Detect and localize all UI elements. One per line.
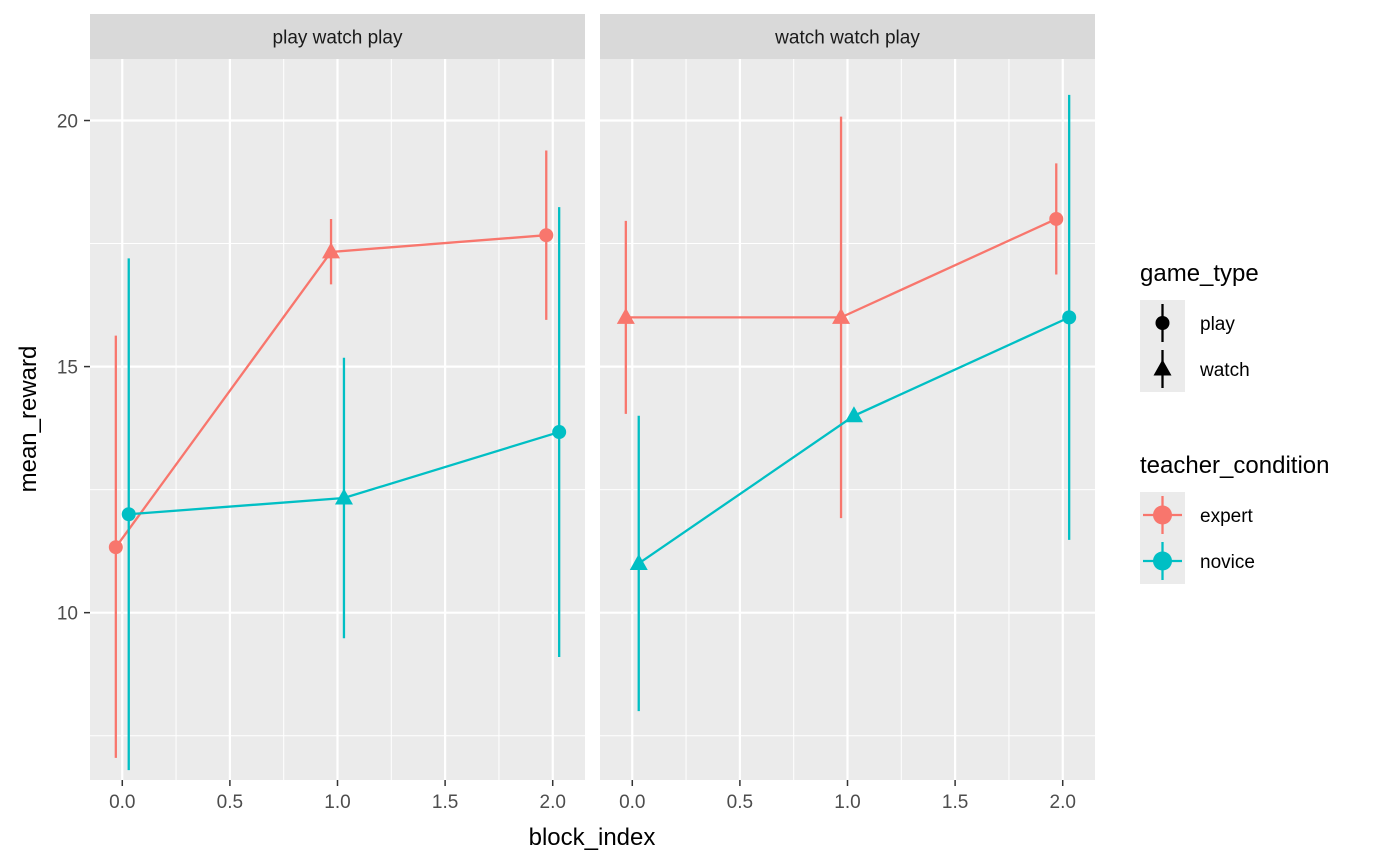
y-axis-title: mean_reward [15, 346, 42, 493]
x-axis-title: block_index [529, 824, 656, 851]
legend-entry-novice: novice [1140, 538, 1255, 584]
series-expert [616, 116, 1064, 519]
x-tick-label: 1.5 [942, 792, 968, 813]
data-point-circle [1062, 310, 1077, 325]
y-tick-label: 20 [57, 112, 78, 133]
facet-strip-label: play watch play [273, 28, 403, 49]
data-point-triangle [629, 553, 648, 570]
data-point-circle [108, 540, 123, 555]
data-point-triangle [334, 488, 353, 505]
legend-label: expert [1200, 506, 1254, 527]
series-novice [121, 207, 567, 771]
y-tick-label: 15 [57, 358, 78, 379]
legend-entry-play: play [1140, 300, 1235, 346]
legend-key-triangle [1153, 359, 1172, 376]
data-point-circle [539, 228, 554, 243]
data-point-circle [121, 507, 136, 522]
data-point-triangle [322, 242, 341, 259]
x-tick-label: 0.5 [727, 792, 753, 813]
data-point-triangle [832, 307, 851, 324]
x-tick-label: 0.0 [619, 792, 645, 813]
legend-entry-watch: watch [1140, 346, 1250, 392]
legend-key-circle [1153, 551, 1172, 571]
legend-title: game_type [1140, 260, 1259, 287]
facet-panels: play watch play watch watch play [90, 14, 1095, 780]
data-point-triangle [616, 307, 635, 324]
legend-title: teacher_condition [1140, 452, 1329, 479]
legend-key-circle [1155, 316, 1170, 330]
series-expert [108, 150, 554, 758]
legend-entry-expert: expert [1140, 492, 1254, 538]
series-novice [629, 94, 1077, 712]
x-tick-label: 0.0 [109, 792, 135, 813]
y-tick-label: 10 [57, 604, 78, 625]
legend-label: novice [1200, 552, 1255, 573]
data-point-circle [1049, 211, 1064, 226]
facet-strip [90, 14, 585, 59]
data-point-triangle [844, 406, 863, 423]
legend-label: play [1200, 314, 1235, 335]
facet-2: watch watch play [600, 14, 1095, 780]
axes: 0.0 0.5 1.0 1.5 2.0 0.0 0.5 1.0 1.5 2.0 10 15 20 [57, 112, 1076, 813]
data-point-circle [552, 425, 567, 440]
x-tick-label: 1.0 [834, 792, 860, 813]
legend-key-circle [1153, 505, 1172, 525]
facet-strip-label: watch watch play [774, 28, 920, 49]
facet-strip [600, 14, 1095, 59]
x-tick-label: 2.0 [540, 792, 566, 813]
legend-label: watch [1199, 360, 1250, 381]
x-tick-label: 1.5 [432, 792, 458, 813]
x-tick-label: 1.0 [324, 792, 350, 813]
x-tick-label: 0.5 [217, 792, 243, 813]
x-tick-label: 2.0 [1050, 792, 1076, 813]
facet-1: play watch play [90, 14, 585, 780]
